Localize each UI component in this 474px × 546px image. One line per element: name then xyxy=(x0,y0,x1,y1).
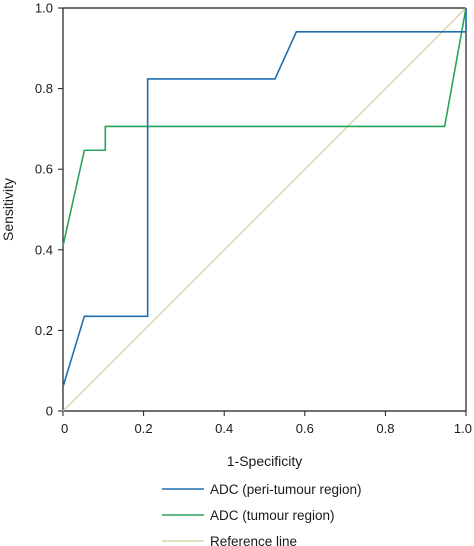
series-line-0 xyxy=(62,8,467,388)
y-tick-label: 0 xyxy=(46,404,53,419)
y-tick-label: 1.0 xyxy=(35,1,53,16)
series-lines xyxy=(62,7,467,412)
y-tick-label: 0.4 xyxy=(35,242,53,257)
y-axis-label: Sensitivity xyxy=(0,178,16,241)
plot-area: 0 0.2 0.4 0.6 0.8 1.0 0 0.2 0.4 0.6 0.8 1.0 xyxy=(35,1,472,437)
x-tick-label: 0.8 xyxy=(376,421,394,436)
legend-label-0: ADC (peri-tumour region) xyxy=(210,482,362,497)
x-tick-label: 0 xyxy=(61,421,68,436)
x-tick-label: 0.6 xyxy=(296,421,314,436)
x-axis-label: 1-Specificity xyxy=(227,453,302,469)
y-ticks: 0 0.2 0.4 0.6 0.8 1.0 xyxy=(35,1,63,419)
x-tick-label: 0.2 xyxy=(135,421,153,436)
y-tick-label: 0.6 xyxy=(35,162,53,177)
legend: ADC (peri-tumour region) ADC (tumour regi… xyxy=(162,482,362,546)
x-tick-label: 0.4 xyxy=(215,421,233,436)
y-tick-label: 0.2 xyxy=(35,323,53,338)
y-tick-label: 0.8 xyxy=(35,81,53,96)
legend-label-1: ADC (tumour region) xyxy=(210,508,335,523)
series-line-1 xyxy=(62,7,467,246)
series-line-2 xyxy=(62,7,467,412)
legend-label-2: Reference line xyxy=(210,534,297,546)
x-tick-label: 1.0 xyxy=(454,421,472,436)
x-ticks: 0 0.2 0.4 0.6 0.8 1.0 xyxy=(61,411,472,436)
